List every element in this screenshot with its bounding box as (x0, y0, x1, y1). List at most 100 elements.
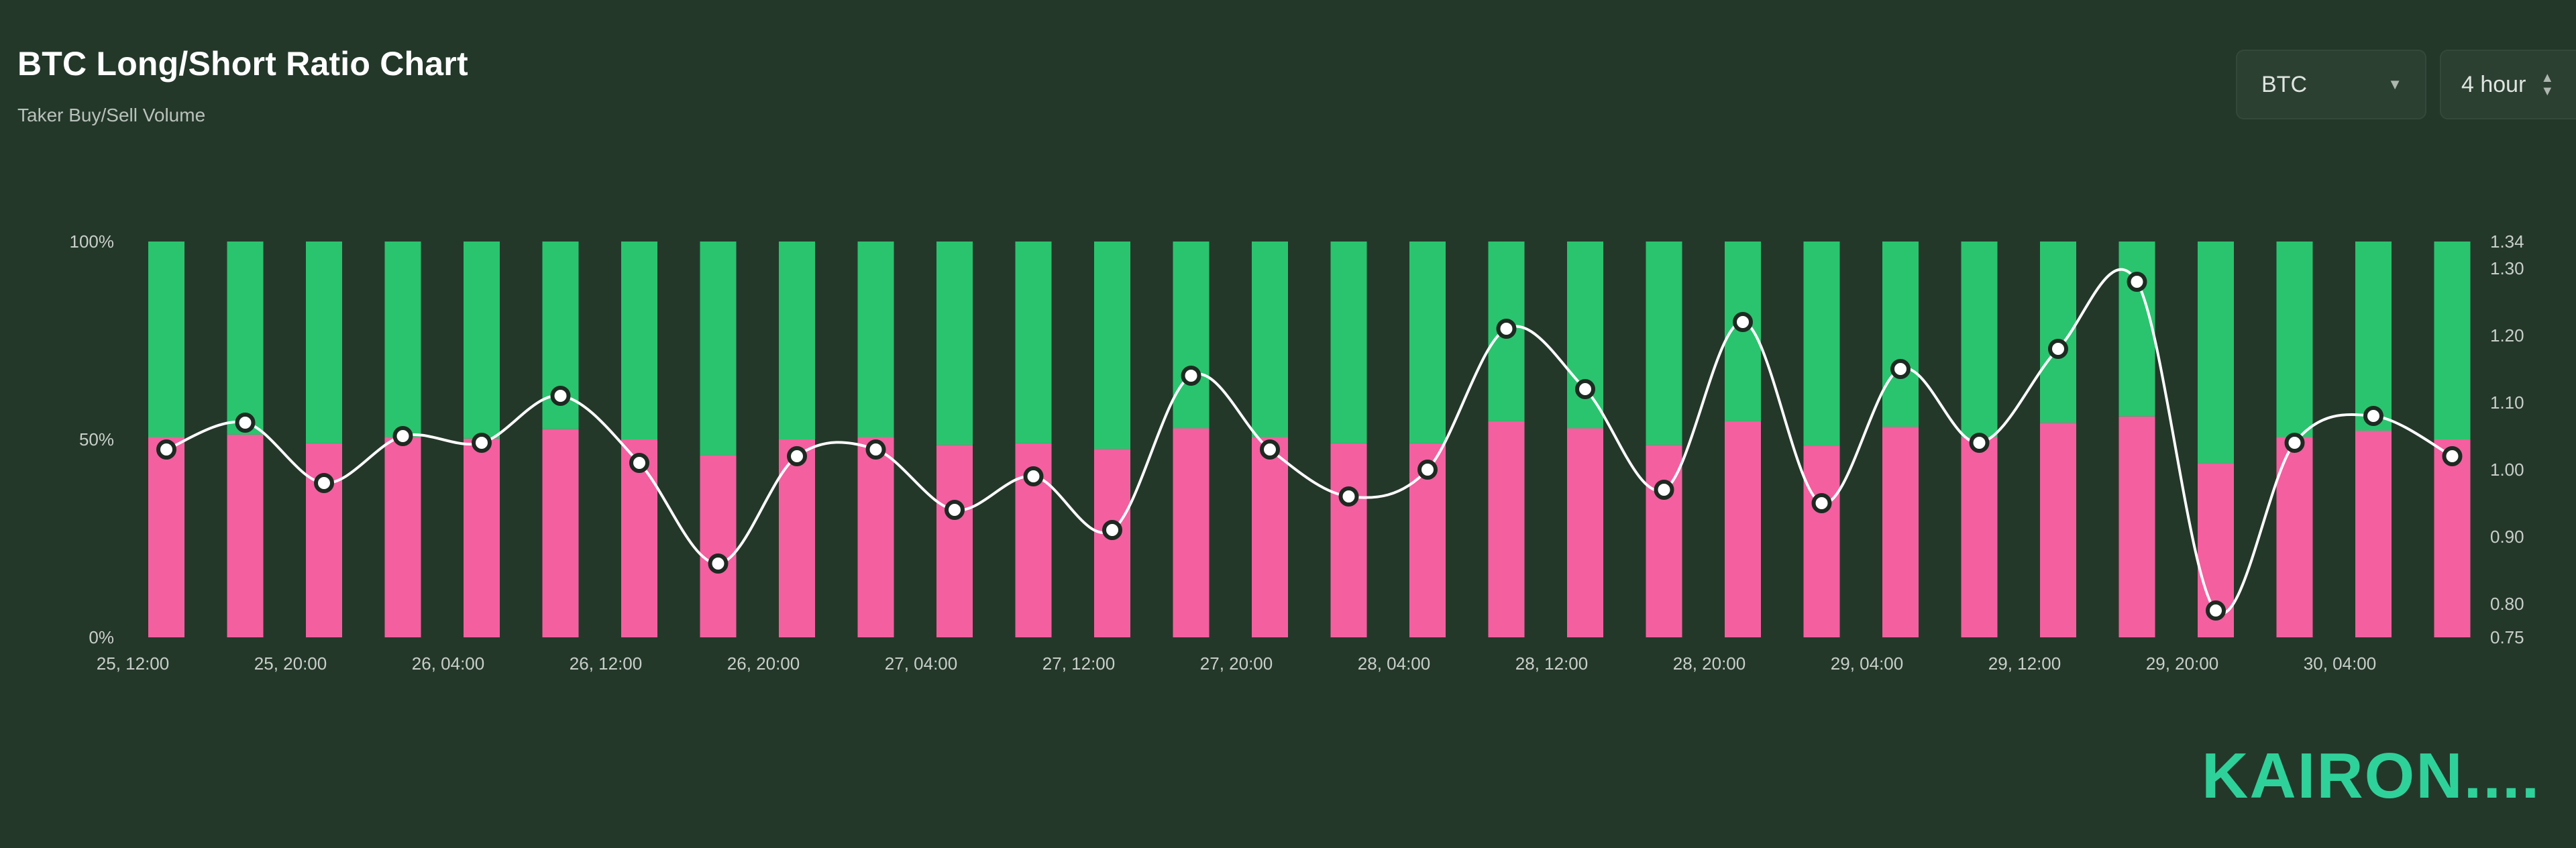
y-right-tick-label: 1.10 (2490, 392, 2524, 413)
bar-long (1094, 242, 1130, 449)
bar-short (1252, 437, 1288, 637)
ratio-point (2442, 446, 2463, 466)
bar-long (1330, 242, 1367, 443)
ratio-point (629, 453, 649, 473)
ratio-point (472, 433, 492, 453)
bar-long (1961, 242, 1998, 437)
y-left-tick-label: 0% (89, 627, 114, 647)
bar-short (700, 455, 737, 637)
bar-short (857, 437, 894, 637)
ratio-point (2127, 272, 2147, 292)
ratio-point (787, 446, 807, 466)
ratio-point (235, 413, 256, 433)
ratio-point (1102, 520, 1122, 540)
bar-short (1330, 443, 1367, 637)
bar-short (1173, 428, 1210, 637)
ratio-point (2363, 406, 2383, 426)
x-tick-label: 27, 12:00 (1042, 653, 1115, 674)
ratio-point (1969, 433, 1990, 453)
chevron-down-icon: ▼ (2387, 76, 2402, 93)
ratio-point (156, 439, 176, 460)
bar-long (2276, 242, 2313, 437)
bar-short (1882, 427, 1919, 637)
bar-long (1015, 242, 1052, 443)
bar-long (1803, 242, 1840, 446)
bar-long (1252, 242, 1288, 437)
page-subtitle: Taker Buy/Sell Volume (17, 105, 206, 125)
bar-short (464, 438, 500, 637)
x-tick-label: 29, 04:00 (1831, 653, 1903, 674)
bar-short (2118, 416, 2155, 637)
x-tick-label: 26, 12:00 (570, 653, 642, 674)
ratio-point (1733, 312, 1753, 332)
x-tick-label: 26, 04:00 (412, 653, 484, 674)
bar-long (2434, 242, 2471, 439)
x-tick-label: 28, 12:00 (1515, 653, 1588, 674)
bar-long (779, 242, 815, 439)
bar-short (1488, 421, 1525, 637)
bar-long (700, 242, 737, 456)
ratio-point (392, 426, 413, 446)
bar-short (936, 445, 973, 637)
bar-short (2355, 431, 2392, 637)
x-tick-label: 30, 04:00 (2304, 653, 2376, 674)
interval-select[interactable]: 4 hour ▲ ▼ (2440, 50, 2576, 119)
bar-short (1094, 449, 1130, 637)
coin-select[interactable]: BTC ▼ (2236, 50, 2426, 119)
ratio-point (1575, 379, 1595, 399)
bar-long (2355, 242, 2392, 431)
ratio-point (2284, 433, 2305, 453)
bar-short (2040, 423, 2076, 637)
ratio-point (1811, 493, 1832, 513)
x-tick-label: 25, 20:00 (254, 653, 327, 674)
bar-short (2276, 437, 2313, 637)
bar-long (1646, 242, 1682, 445)
ratio-point (945, 500, 965, 520)
bar-long (306, 242, 342, 443)
ratio-point (1260, 439, 1280, 460)
x-tick-label: 29, 12:00 (1988, 653, 2061, 674)
bar-short (306, 443, 342, 637)
bar-long (2118, 242, 2155, 417)
updown-icon: ▲ ▼ (2540, 70, 2555, 99)
y-left-tick-label: 50% (79, 429, 114, 449)
page-title: BTC Long/Short Ratio Chart (17, 45, 468, 83)
ratio-point (1338, 486, 1359, 507)
bar-long (148, 242, 184, 437)
bar-long (857, 242, 894, 437)
ratio-point (708, 553, 729, 574)
coin-select-value: BTC (2261, 71, 2307, 97)
bar-long (936, 242, 973, 445)
bar-short (227, 434, 264, 637)
x-tick-label: 27, 20:00 (1200, 653, 1273, 674)
bar-long (621, 242, 657, 439)
y-right-tick-label: 0.80 (2490, 594, 2524, 614)
ratio-point (1890, 359, 1911, 379)
ratio-point (1496, 319, 1517, 339)
bar-long (464, 242, 500, 439)
bar-long (2198, 242, 2234, 464)
y-right-tick-label: 1.30 (2490, 258, 2524, 278)
y-right-tick-label: 1.00 (2490, 460, 2524, 480)
bar-short (384, 437, 421, 637)
y-right-tick-label: 1.20 (2490, 325, 2524, 346)
bar-short (542, 429, 579, 637)
bar-long (1882, 242, 1919, 427)
ratio-line (166, 268, 2453, 615)
bar-long (1173, 242, 1210, 429)
kairon-logo: KAIRON.... (2202, 740, 2541, 812)
ratio-point (2206, 600, 2226, 621)
bar-long (1409, 242, 1446, 443)
x-tick-label: 28, 04:00 (1358, 653, 1430, 674)
x-tick-label: 27, 04:00 (885, 653, 957, 674)
ratio-point (2048, 339, 2068, 359)
x-tick-label: 26, 20:00 (727, 653, 800, 674)
interval-select-value: 4 hour (2461, 71, 2526, 97)
bar-short (148, 437, 184, 637)
ratio-point (865, 439, 886, 460)
bar-short (2434, 439, 2471, 637)
bar-long (1567, 242, 1603, 429)
ratio-point (550, 386, 571, 406)
x-tick-label: 25, 12:00 (97, 653, 169, 674)
